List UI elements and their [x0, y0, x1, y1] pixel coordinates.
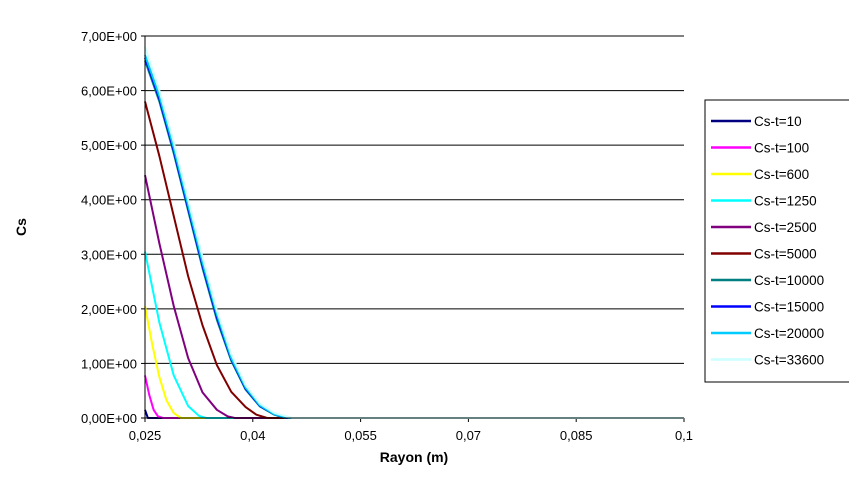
y-tick-label: 0,00E+00 [81, 411, 137, 426]
legend-items: Cs-t=10 Cs-t=100 Cs-t=600 Cs-t=1250 Cs-t=250… [711, 114, 824, 368]
x-tick-label: 0,055 [344, 428, 377, 443]
gridlines [141, 35, 685, 422]
y-tick-label: 4,00E+00 [81, 193, 137, 208]
series-line [144, 305, 684, 419]
y-tick-label: 1,00E+00 [81, 356, 137, 371]
y-tick-label: 6,00E+00 [81, 84, 137, 99]
series-line [144, 57, 684, 419]
legend-label: Cs-t=5000 [754, 247, 817, 262]
y-tick-label: 5,00E+00 [81, 138, 137, 153]
legend-label: Cs-t=2500 [754, 220, 817, 235]
axes [144, 36, 684, 419]
legend-label: Cs-t=20000 [754, 326, 824, 341]
series-line [144, 60, 684, 419]
series-line [144, 54, 684, 419]
x-tick-label: 0,085 [560, 428, 593, 443]
legend-label: Cs-t=600 [754, 167, 809, 182]
series-line [144, 174, 684, 419]
legend-label: Cs-t=15000 [754, 300, 824, 315]
x-tick-label: 0,07 [456, 428, 481, 443]
series-line [144, 46, 684, 419]
series-line [144, 409, 684, 419]
legend-label: Cs-t=100 [754, 141, 809, 156]
x-tick-labels: 0,025 0,04 0,055 0,07 0,085 0,1 [129, 428, 693, 443]
y-axis-title: Cs [13, 218, 29, 236]
legend-label: Cs-t=10 [754, 114, 802, 129]
y-tick-labels: 0,00E+00 1,00E+00 2,00E+00 3,00E+00 4,00E+00… [81, 29, 137, 426]
y-tick-label: 3,00E+00 [81, 247, 137, 262]
x-tick-label: 0,04 [240, 428, 265, 443]
series-line [144, 101, 684, 419]
legend-label: Cs-t=10000 [754, 273, 824, 288]
y-tick-label: 2,00E+00 [81, 302, 137, 317]
x-tick-label: 0,025 [129, 428, 162, 443]
series-lines [144, 46, 684, 419]
legend-label: Cs-t=1250 [754, 194, 817, 209]
y-tick-label: 7,00E+00 [81, 29, 137, 44]
x-tick-label: 0,1 [675, 428, 693, 443]
legend: Cs-t=10 Cs-t=100 Cs-t=600 Cs-t=1250 Cs-t=250… [704, 99, 849, 383]
x-axis-title: Rayon (m) [380, 449, 448, 465]
legend-label: Cs-t=33600 [754, 353, 824, 368]
